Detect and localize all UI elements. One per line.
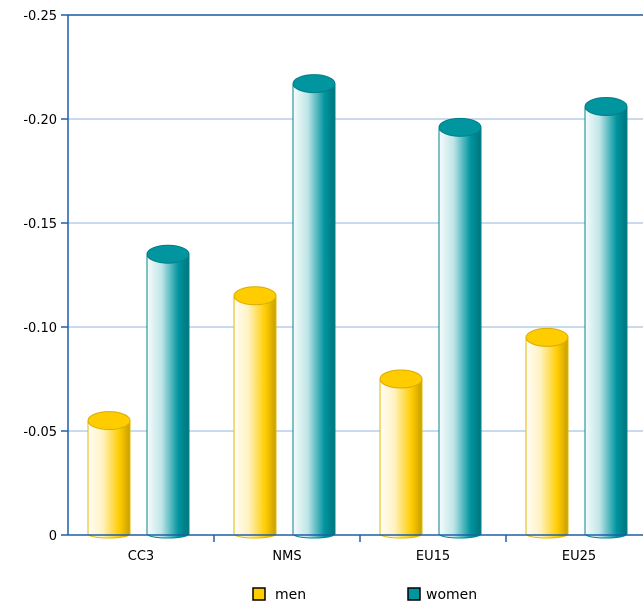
bars: [87, 74, 628, 539]
axis-labels: CC3 NMS EU15 EU25 0 -0.05 -0.10 -0.15 -0.20 -0.25: [23, 9, 596, 564]
legend-label: men: [275, 587, 306, 603]
y-tick-label: -0.25: [23, 9, 57, 24]
y-tick-label: -0.20: [23, 113, 57, 128]
x-tick-label: CC3: [128, 549, 154, 564]
x-tick-label: EU25: [562, 549, 596, 564]
bar-men-eu15: [379, 369, 423, 539]
legend-item-men: men: [252, 587, 306, 603]
legend: men women: [252, 587, 477, 603]
bar-women-cc3: [146, 244, 190, 539]
bar-women-eu15: [438, 117, 482, 539]
bar-men-eu25: [525, 327, 569, 539]
legend-label: women: [426, 587, 477, 603]
bar-women-eu25: [584, 97, 628, 539]
legend-swatch: [407, 587, 421, 601]
bar-men-nms: [233, 286, 277, 539]
y-tick-label: -0.15: [23, 217, 57, 232]
bar-men-cc3: [87, 411, 131, 539]
legend-item-women: women: [407, 587, 477, 603]
x-tick-label: NMS: [272, 549, 301, 564]
y-tick-label: -0.10: [23, 321, 57, 336]
y-tick-label: 0: [49, 529, 57, 544]
bar-women-nms: [292, 74, 336, 539]
x-tick-label: EU15: [416, 549, 450, 564]
legend-swatch: [252, 587, 266, 601]
y-tick-label: -0.05: [23, 425, 57, 440]
axes: [61, 14, 643, 542]
